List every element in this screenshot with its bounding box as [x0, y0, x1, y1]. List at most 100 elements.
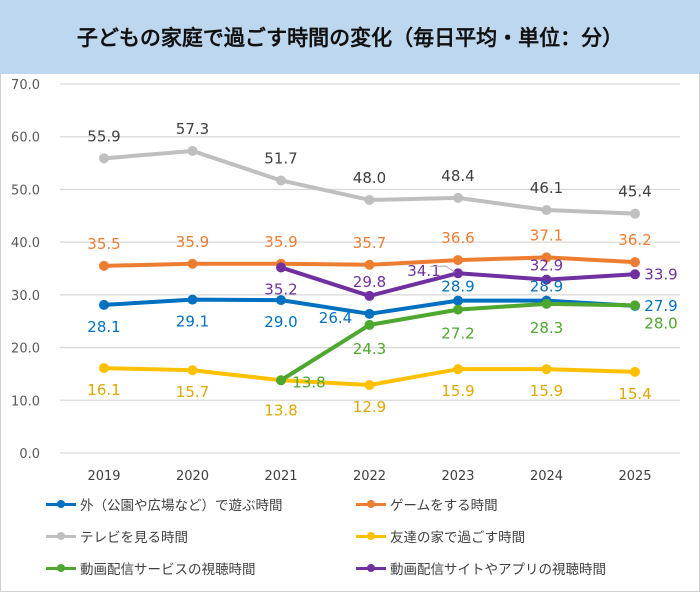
data-label: 15.4 — [618, 385, 651, 403]
data-point — [453, 364, 463, 375]
data-point — [187, 365, 198, 376]
y-tick-label: 60.0 — [11, 131, 40, 146]
data-point — [630, 208, 640, 219]
data-label: 48.4 — [441, 167, 474, 185]
x-tick-label: 2024 — [530, 469, 563, 484]
data-label: 27.2 — [441, 325, 474, 343]
x-tick-label: 2020 — [176, 469, 209, 484]
data-point — [364, 319, 375, 330]
data-point — [276, 295, 286, 306]
data-label: 29.8 — [353, 273, 386, 291]
data-label: 35.7 — [353, 234, 386, 252]
data-point — [541, 204, 552, 215]
data-label: 51.7 — [264, 149, 297, 167]
data-label: 28.0 — [644, 314, 677, 332]
data-point — [187, 294, 198, 305]
data-label: 36.2 — [618, 231, 651, 249]
legend-item: 外（公園や広場など）で遊ぶ時間 — [46, 494, 283, 514]
legend-swatch-icon — [46, 529, 78, 543]
data-label: 29.1 — [176, 313, 209, 331]
legend-label: 動画配信サービスの視聴時間 — [80, 562, 256, 578]
legend-item: 動画配信サイトやアプリの視聴時間 — [356, 558, 606, 578]
y-tick-label: 40.0 — [11, 236, 40, 251]
data-label: 24.3 — [353, 340, 386, 358]
data-label: 46.1 — [530, 179, 563, 197]
data-label: 12.9 — [353, 398, 386, 416]
legend-item: 動画配信サービスの視聴時間 — [46, 558, 256, 578]
data-label: 35.9 — [264, 233, 297, 251]
data-label: 13.8 — [292, 373, 325, 391]
data-point — [99, 299, 109, 310]
legend-item: 友達の家で過ごす時間 — [356, 526, 525, 546]
data-label: 35.9 — [176, 233, 209, 251]
gridlines — [60, 83, 680, 454]
data-point — [364, 194, 375, 205]
data-label: 48.0 — [353, 169, 386, 187]
data-label: 15.9 — [530, 382, 563, 400]
x-tick-label: 2021 — [264, 469, 297, 484]
data-label: 16.1 — [87, 381, 120, 399]
data-label: 13.8 — [264, 401, 297, 419]
x-tick-label: 2019 — [87, 469, 120, 484]
data-label: 37.1 — [530, 226, 563, 244]
data-point — [453, 192, 463, 203]
y-tick-label: 10.0 — [11, 394, 40, 409]
data-point — [541, 364, 552, 375]
data-point — [453, 255, 463, 266]
data-label: 28.1 — [87, 318, 120, 336]
data-label: 28.3 — [530, 319, 563, 337]
y-tick-label: 50.0 — [11, 183, 40, 198]
legend-label: 外（公園や広場など）で遊ぶ時間 — [80, 498, 283, 514]
data-point — [364, 259, 375, 270]
y-tick-label: 20.0 — [11, 342, 40, 357]
legend-label: 友達の家で過ごす時間 — [390, 530, 526, 546]
data-point — [541, 274, 552, 285]
line-chart: 0.0 10.0 20.0 30.0 40.0 50.0 60.0 70.0 2019 2020… — [11, 78, 680, 484]
data-label: 28.9 — [441, 278, 474, 296]
chart-title: 子どもの家庭で過ごす時間の変化（毎日平均・単位：分） — [76, 26, 624, 50]
data-point — [541, 298, 552, 309]
data-point — [630, 269, 640, 280]
data-point — [276, 175, 286, 186]
title-bar: 子どもの家庭で過ごす時間の変化（毎日平均・単位：分） — [0, 0, 700, 74]
legend-swatch-icon — [46, 561, 78, 575]
data-point — [187, 145, 198, 156]
data-label: 55.9 — [87, 127, 120, 145]
data-labels: 28.1 29.1 29.0 26.4 28.9 28.9 27.9 35.5 35.9 35.9… — [87, 120, 677, 419]
y-tick-label: 70.0 — [11, 78, 40, 93]
data-label: 15.9 — [441, 382, 474, 400]
y-tick-label: 0.0 — [19, 447, 40, 462]
x-axis-ticks: 2019 2020 2021 2022 2023 2024 2025 — [87, 469, 651, 484]
data-point — [187, 258, 198, 269]
data-point — [630, 366, 640, 377]
data-point — [99, 363, 109, 374]
data-point — [453, 268, 463, 279]
legend-swatch-icon — [356, 529, 388, 543]
y-tick-label: 30.0 — [11, 289, 40, 304]
data-point — [99, 260, 109, 271]
data-label: 35.2 — [264, 280, 297, 298]
data-label: 27.9 — [644, 297, 677, 315]
legend-swatch-icon — [356, 561, 388, 575]
data-point — [453, 304, 463, 315]
x-tick-label: 2025 — [618, 469, 651, 484]
data-point — [364, 308, 375, 319]
data-label: 15.7 — [176, 383, 209, 401]
data-point — [453, 295, 463, 306]
data-point — [99, 153, 109, 164]
legend-label: 動画配信サイトやアプリの視聴時間 — [390, 562, 606, 578]
leader-line — [430, 265, 456, 273]
legend-swatch-icon — [46, 497, 78, 511]
data-label: 36.6 — [441, 229, 474, 247]
y-axis-ticks: 0.0 10.0 20.0 30.0 40.0 50.0 60.0 70.0 — [11, 78, 40, 462]
series-lines — [99, 145, 640, 390]
data-point — [630, 300, 640, 311]
data-point — [276, 375, 286, 386]
x-tick-label: 2023 — [441, 469, 474, 484]
data-point — [364, 379, 375, 390]
data-label: 26.4 — [319, 309, 352, 327]
data-label: 57.3 — [176, 120, 209, 138]
data-point — [276, 262, 286, 273]
data-label: 29.0 — [264, 313, 297, 331]
